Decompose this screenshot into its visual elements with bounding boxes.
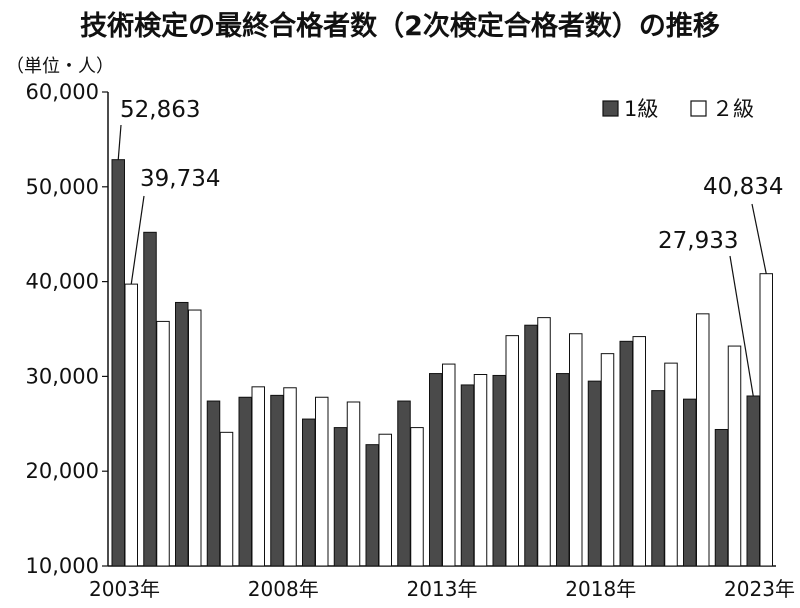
bar-series-2 [124,283,138,567]
unit-label: （単位・人） [6,56,114,77]
y-tick-label: 50,000 [26,175,99,199]
bar-series-2 [664,362,678,567]
legend-label-series-1: 1級 [624,97,658,121]
bar-series-1 [206,400,221,567]
bar-series-2 [632,336,646,567]
bar-series-1 [238,396,252,567]
bar-series-2 [346,401,361,567]
bar-series-2 [410,427,424,567]
bar-series-1 [175,301,189,567]
data-label: 39,734 [140,166,220,192]
bar-series-2 [473,374,488,567]
legend-swatch-series-2 [690,100,707,117]
chart-title: 技術検定の最終合格者数（2次検定合格者数）の推移 [80,11,720,42]
bar-series-1 [524,324,538,567]
bar-series-2 [505,335,519,567]
bar-series-1 [714,428,729,567]
data-label: 52,863 [120,97,200,123]
bar-series-2 [156,320,170,567]
x-tick-label: 2003年 [89,577,160,601]
bar-series-2 [600,353,615,567]
annotation-leader-line [751,203,767,274]
bar-series-1 [746,395,760,567]
bar-series-1 [683,398,697,567]
bar-series-2 [315,396,329,567]
bar-series-1 [143,231,157,567]
bar-series-2 [696,313,710,567]
bar-series-1 [429,373,443,567]
y-tick-label: 40,000 [26,270,99,294]
bar-series-1 [492,374,506,567]
bar-series-1 [556,373,570,567]
x-tick-label: 2023年 [724,577,795,601]
y-tick-label: 20,000 [26,459,99,483]
bar-series-2 [759,273,773,567]
legend-label-series-2: ２級 [712,97,754,121]
annotation-leader-line [729,255,754,397]
bar-series-2 [442,363,456,567]
bar-series-2 [378,433,392,567]
bar-series-2 [727,345,742,567]
y-tick-label: 10,000 [26,554,99,578]
x-tick-label: 2008年 [248,577,319,601]
bar-series-2 [283,387,297,567]
y-tick-label: 30,000 [26,364,99,388]
bar-series-1 [270,394,284,567]
bar-series-2 [569,333,583,567]
bar-series-2 [219,431,234,567]
annotation-leader-line [130,195,145,285]
bar-series-1 [651,390,665,567]
annotation-leader-line [117,124,122,160]
bar-series-1 [302,418,316,567]
bar-series-2 [251,386,265,567]
data-label: 40,834 [703,174,783,200]
bar-series-2 [537,317,551,567]
bar-series-2 [188,309,202,567]
x-tick-label: 2013年 [407,577,478,601]
bar-series-1 [397,400,411,567]
bar-series-1 [111,159,125,567]
y-tick-label: 60,000 [26,80,99,104]
bar-series-1 [460,384,475,567]
legend-swatch-series-1 [602,100,619,117]
bar-series-1 [365,444,379,567]
data-label: 27,933 [658,228,738,254]
x-tick-label: 2018年 [565,577,636,601]
bar-series-1 [587,380,602,567]
bar-series-1 [333,427,348,567]
bar-series-1 [619,340,633,567]
